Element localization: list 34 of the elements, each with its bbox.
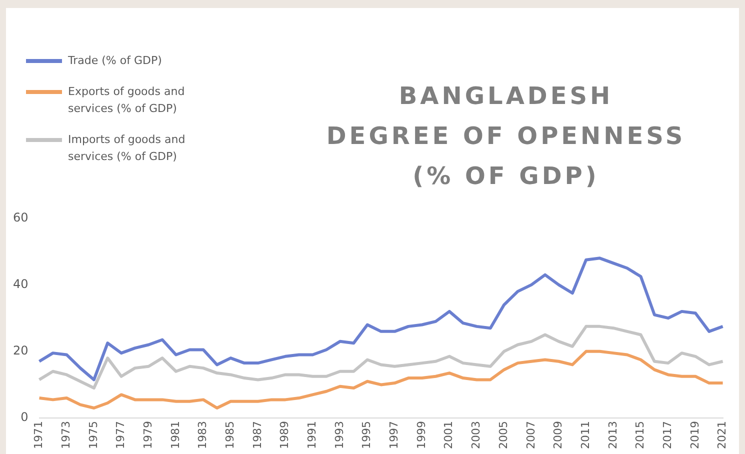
- x-tick-label: 2005: [496, 421, 510, 450]
- x-tick-label: 1971: [32, 421, 46, 450]
- x-tick-label: 1997: [388, 421, 401, 450]
- x-tick-label: 1987: [250, 421, 264, 450]
- y-tick-label: 20: [12, 344, 28, 358]
- x-tick-label: 1991: [306, 421, 319, 450]
- x-tick-label: 1985: [224, 421, 237, 450]
- x-tick-label: 2003: [470, 421, 483, 450]
- x-tick-label: 2009: [552, 421, 565, 450]
- legend-label: Exports of goods and services (% of GDP): [68, 84, 186, 117]
- x-tick-label: 1977: [114, 421, 128, 450]
- x-tick-label: 2011: [578, 421, 592, 450]
- x-tick-label: 1975: [86, 421, 100, 450]
- x-tick-label: 2019: [688, 421, 702, 450]
- y-tick-label: 0: [20, 410, 28, 424]
- x-tick-label: 1989: [278, 421, 292, 450]
- legend-label: Imports of goods and services (% of GDP): [68, 132, 186, 165]
- x-tick-label: 2007: [524, 421, 538, 450]
- x-tick-label: 2001: [442, 421, 456, 450]
- x-tick-label: 1981: [168, 421, 182, 450]
- x-tick-label: 1973: [59, 421, 72, 450]
- x-tick-label: 1993: [332, 421, 346, 450]
- x-tick-label: 1999: [414, 421, 428, 450]
- x-tick-label: 1983: [196, 421, 210, 450]
- x-tick-label: 1995: [360, 421, 374, 450]
- legend-label: Trade (% of GDP): [68, 53, 163, 69]
- x-tick-label: 1979: [141, 421, 154, 450]
- x-tick-label: 2015: [634, 421, 647, 450]
- y-tick-label: 40: [12, 276, 28, 291]
- x-tick-label: 2017: [660, 421, 674, 450]
- chart-title: BANGLADESH DEGREE OF OPENNESS (% OF GDP): [325, 81, 687, 192]
- y-tick-label: 60: [12, 210, 28, 224]
- x-tick-label: 2021: [716, 421, 729, 450]
- x-tick-label: 2013: [606, 421, 620, 450]
